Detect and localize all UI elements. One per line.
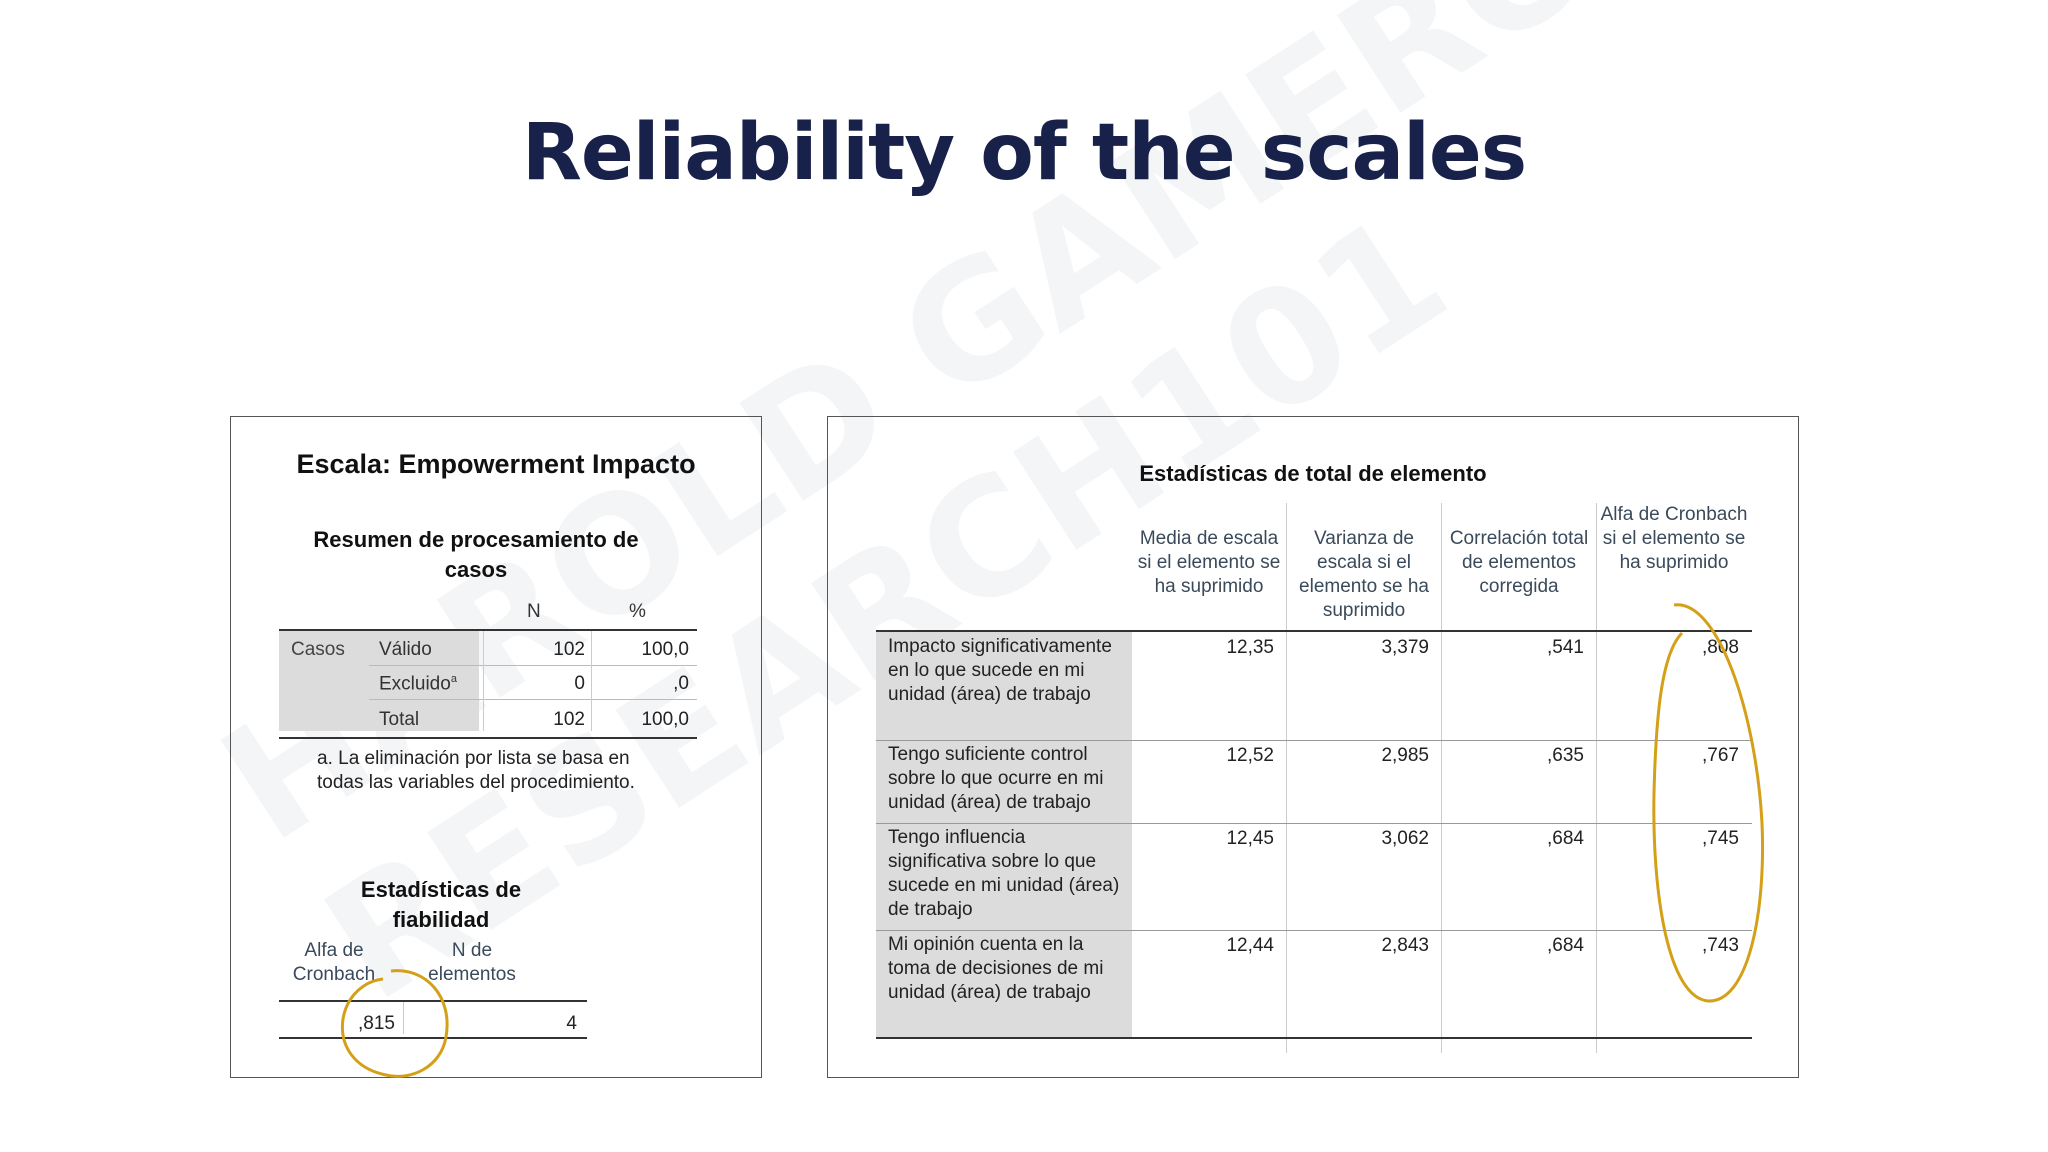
column-header-alpha-if-deleted: Alfa de Cronbach si el elemento se ha su… xyxy=(1600,504,1748,573)
cases-group-label: Casos xyxy=(291,639,345,660)
cell-alpha-if-deleted: ,745 xyxy=(1702,828,1739,849)
cell-scale-mean: 12,45 xyxy=(1226,828,1274,849)
cell-n-items: 4 xyxy=(566,1013,577,1034)
row-label-shade xyxy=(876,632,1132,740)
row-label-shade xyxy=(876,824,1132,930)
cell-excluded-n: 0 xyxy=(574,673,585,694)
cell-excluded-pct: ,0 xyxy=(673,673,689,694)
row-divider xyxy=(876,930,1752,931)
cell-corrected-correlation: ,541 xyxy=(1547,637,1584,658)
highlight-circle-alpha xyxy=(340,969,449,1078)
cell-cronbach-alpha: ,815 xyxy=(358,1013,395,1034)
column-header-percent: % xyxy=(629,601,646,622)
cell-corrected-correlation: ,684 xyxy=(1547,935,1584,956)
item-total-table-title: Estadísticas de total de elemento xyxy=(1139,461,1487,486)
column-divider xyxy=(591,631,592,731)
scale-title: Escala: Empowerment Impacto xyxy=(296,449,696,479)
reliability-table-title: Estadísticas de fiabilidad xyxy=(360,877,522,932)
row-label-shade xyxy=(369,631,479,731)
item-label: Tengo influencia significativa sobre lo … xyxy=(888,827,1120,920)
table-rule xyxy=(279,1037,587,1039)
cell-corrected-correlation: ,684 xyxy=(1547,828,1584,849)
cell-alpha-if-deleted: ,808 xyxy=(1702,637,1739,658)
item-total-statistics-panel: Estadísticas de total de elemento Media … xyxy=(827,416,1799,1078)
column-divider xyxy=(1596,503,1597,1053)
column-header-n: N xyxy=(527,601,541,622)
cell-valid-n: 102 xyxy=(553,639,585,660)
cell-valid-pct: 100,0 xyxy=(641,639,689,660)
row-label-shade xyxy=(876,931,1132,1037)
cell-scale-mean: 12,35 xyxy=(1226,637,1274,658)
cell-scale-variance: 2,843 xyxy=(1381,935,1429,956)
row-label-valid: Válido xyxy=(379,639,432,660)
cell-scale-mean: 12,44 xyxy=(1226,935,1274,956)
table-rule xyxy=(876,1037,1752,1039)
footnote: a. La eliminación por lista se basa en t… xyxy=(317,748,635,793)
footnote-marker: a xyxy=(450,673,457,685)
cell-total-n: 102 xyxy=(553,709,585,730)
column-header-n-items: N de elementos xyxy=(428,940,516,985)
item-label: Mi opinión cuenta en la toma de decision… xyxy=(888,934,1104,1003)
row-divider xyxy=(876,823,1752,824)
row-label-shade xyxy=(876,741,1132,823)
column-divider xyxy=(1286,503,1287,1053)
cell-scale-variance: 3,062 xyxy=(1381,828,1429,849)
row-divider xyxy=(369,699,697,700)
column-header-corrected-correlation: Correlación total de elementos corregida xyxy=(1449,528,1589,597)
row-label-excluded: Excluidoa xyxy=(379,673,457,695)
column-divider xyxy=(403,1002,404,1034)
cell-alpha-if-deleted: ,767 xyxy=(1702,745,1739,766)
column-header-scale-mean: Media de escala si el elemento se ha sup… xyxy=(1137,528,1281,597)
item-label: Tengo suficiente control sobre lo que oc… xyxy=(888,744,1104,813)
cell-corrected-correlation: ,635 xyxy=(1547,745,1584,766)
reliability-summary-panel: Escala: Empowerment Impacto Resumen de p… xyxy=(230,416,762,1078)
highlight-oval-alpha-column xyxy=(1652,603,1765,1003)
column-header-cronbach-alpha: Alfa de Cronbach xyxy=(292,940,376,985)
table-rule xyxy=(876,630,1752,632)
row-divider xyxy=(876,740,1752,741)
column-header-scale-variance: Varianza de escala si el elemento se ha … xyxy=(1299,528,1429,621)
slide-title: Reliability of the scales xyxy=(521,108,1527,198)
cell-scale-mean: 12,52 xyxy=(1226,745,1274,766)
item-label: Impacto significativamente en lo que suc… xyxy=(888,636,1112,705)
cell-scale-variance: 3,379 xyxy=(1381,637,1429,658)
row-label-total: Total xyxy=(379,709,420,730)
column-divider xyxy=(483,631,484,731)
column-divider xyxy=(1441,503,1442,1053)
row-group-shade xyxy=(279,631,369,731)
row-divider xyxy=(369,665,697,666)
table-rule xyxy=(279,1000,587,1002)
cell-alpha-if-deleted: ,743 xyxy=(1702,935,1739,956)
table-rule xyxy=(279,629,697,631)
table-rule xyxy=(279,737,697,739)
cell-total-pct: 100,0 xyxy=(641,709,689,730)
summary-table-title: Resumen de procesamiento de casos xyxy=(313,527,639,582)
cell-scale-variance: 2,985 xyxy=(1381,745,1429,766)
